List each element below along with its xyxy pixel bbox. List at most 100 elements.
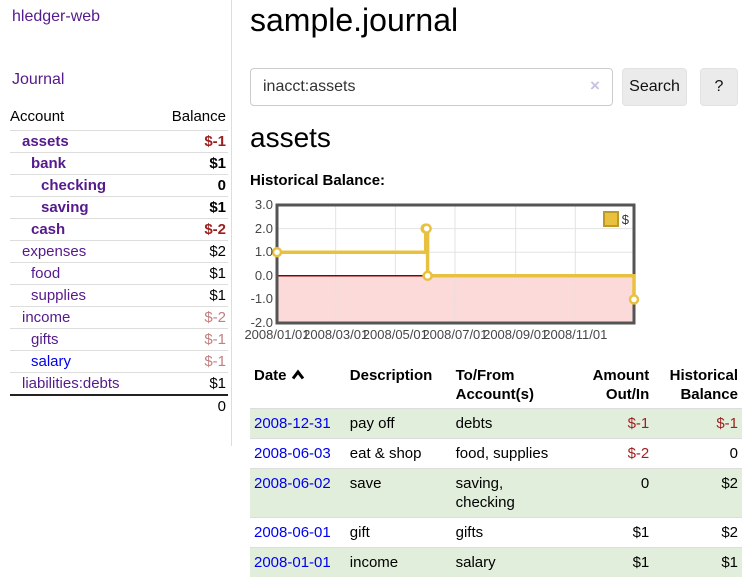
- transaction-date-link[interactable]: 2008-06-02: [254, 475, 331, 492]
- account-balance: $-2: [154, 218, 228, 241]
- y-axis-tick-label: 0.0: [254, 267, 273, 283]
- sidebar-account-link-food[interactable]: food: [31, 265, 61, 282]
- transaction-accounts: saving, checking: [451, 468, 558, 518]
- total-spacer: [10, 394, 155, 417]
- sidebar: hledger-web Journal Account Balance asse…: [0, 0, 232, 446]
- chart-canvas: [271, 203, 640, 325]
- sidebar-account-link-cash[interactable]: cash: [31, 221, 66, 238]
- transaction-date-link[interactable]: 2008-06-01: [254, 524, 331, 541]
- sidebar-account-link-bank[interactable]: bank: [31, 155, 67, 172]
- register-row: 2008-01-01 income salary $1 $1: [250, 547, 742, 577]
- account-balance: $1: [154, 196, 228, 219]
- sort-ascending-icon: [291, 369, 304, 380]
- account-balance: $1: [154, 284, 228, 307]
- account-balance: $-2: [154, 306, 228, 329]
- account-balance: $-1: [154, 350, 228, 373]
- chart-legend: $: [601, 210, 630, 228]
- transaction-accounts: gifts: [451, 517, 558, 548]
- transaction-accounts: salary: [451, 547, 558, 577]
- transaction-date-link[interactable]: 2008-12-31: [254, 415, 331, 432]
- chart-title: Historical Balance:: [250, 172, 386, 189]
- x-axis-tick-label: 2008/03/01: [303, 327, 369, 342]
- y-axis-tick-label: -1.0: [250, 291, 273, 307]
- transaction-amount: 0: [557, 468, 654, 518]
- account-balance: 0: [154, 174, 228, 197]
- column-header-description: Description: [349, 367, 433, 384]
- sidebar-account-link-saving[interactable]: saving: [41, 199, 89, 216]
- account-row: expenses $2: [10, 240, 228, 263]
- register-table: Date Description To/From Account(s) Amou…: [250, 362, 742, 577]
- account-balance: $-1: [154, 328, 228, 351]
- column-header-account: Account: [10, 108, 65, 125]
- account-tree-header: Account Balance: [10, 104, 228, 131]
- legend-swatch-icon: [602, 211, 619, 227]
- register-row: 2008-06-02 save saving, checking 0 $2: [250, 468, 742, 518]
- transaction-amount: $1: [557, 517, 654, 548]
- x-axis-tick-label: 2008/01/01: [244, 327, 310, 342]
- account-row: food $1: [10, 262, 228, 285]
- account-balance: $1: [154, 262, 228, 285]
- x-axis-tick-label: 2008/07/01: [422, 327, 488, 342]
- transaction-description: pay off: [345, 408, 452, 439]
- brand-link[interactable]: hledger-web: [12, 8, 101, 25]
- column-header-historical-balance: Historical Balance: [669, 367, 738, 403]
- transaction-accounts: debts: [451, 408, 558, 439]
- search-form: × Search ?: [250, 68, 742, 106]
- balance-chart: $ 3.0 2.0 1.0 0.0 -1.0 -2.0 2008/01/01 2008/03/…: [244, 197, 742, 348]
- column-header-date[interactable]: Date: [250, 362, 346, 409]
- account-balance: $-1: [154, 130, 228, 153]
- account-row: assets $-1: [10, 130, 228, 153]
- y-axis-tick-label: 2.0: [254, 220, 273, 236]
- transaction-balance: $2: [653, 468, 742, 518]
- column-header-amount: Amount Out/In: [592, 367, 650, 403]
- account-row: supplies $1: [10, 284, 228, 307]
- account-tree: Account Balance assets $-1 bank $1 checking 0…: [10, 104, 228, 417]
- x-axis-tick-label: 2008/09/01: [483, 327, 549, 342]
- y-axis-tick-label: 1.0: [254, 244, 273, 260]
- sidebar-account-link-liabilities-debts[interactable]: liabilities:debts: [22, 375, 120, 392]
- search-button[interactable]: Search: [622, 68, 687, 106]
- transaction-amount: $-1: [557, 408, 654, 439]
- sidebar-account-link-assets[interactable]: assets: [22, 133, 69, 150]
- x-axis-tick-label: 2008/11/01: [543, 327, 608, 342]
- main-content: sample.journal × Search ? assets Histori…: [244, 0, 742, 582]
- transaction-balance: $2: [653, 517, 742, 548]
- sidebar-item-journal[interactable]: Journal: [12, 71, 65, 88]
- account-balance: $2: [154, 240, 228, 263]
- transaction-description: eat & shop: [345, 438, 452, 469]
- account-row: saving $1: [10, 196, 228, 219]
- register-header-row: Date Description To/From Account(s) Amou…: [250, 362, 742, 409]
- total-balance: 0: [154, 394, 228, 417]
- column-header-date-label: Date: [254, 367, 287, 384]
- clear-search-icon[interactable]: ×: [590, 76, 600, 95]
- help-button[interactable]: ?: [700, 68, 738, 106]
- column-header-accounts: To/From Account(s): [455, 367, 534, 403]
- y-axis-tick-label: 3.0: [254, 197, 273, 212]
- account-heading: assets: [250, 122, 331, 153]
- transaction-date-link[interactable]: 2008-01-01: [254, 554, 331, 571]
- account-balance: $1: [154, 152, 228, 175]
- sidebar-account-link-salary[interactable]: salary: [31, 353, 72, 370]
- register-row: 2008-06-01 gift gifts $1 $2: [250, 517, 742, 548]
- account-balance: $1: [154, 372, 228, 395]
- transaction-accounts: food, supplies: [451, 438, 558, 469]
- transaction-description: income: [345, 547, 452, 577]
- account-row: salary $-1: [10, 350, 228, 373]
- account-row: bank $1: [10, 152, 228, 175]
- sidebar-account-link-checking[interactable]: checking: [41, 177, 107, 194]
- column-header-balance: Balance: [171, 108, 226, 125]
- account-row: cash $-2: [10, 218, 228, 241]
- transaction-description: save: [345, 468, 452, 518]
- sidebar-account-link-supplies[interactable]: supplies: [31, 287, 87, 304]
- account-row: checking 0: [10, 174, 228, 197]
- transaction-date-link[interactable]: 2008-06-03: [254, 445, 331, 462]
- sidebar-account-link-gifts[interactable]: gifts: [31, 331, 59, 348]
- sidebar-account-link-expenses[interactable]: expenses: [22, 243, 87, 260]
- transaction-balance: $1: [653, 547, 742, 577]
- page-title: sample.journal: [250, 2, 459, 38]
- transaction-balance: 0: [653, 438, 742, 469]
- search-input[interactable]: [250, 68, 613, 106]
- transaction-amount: $-2: [557, 438, 654, 469]
- x-axis-tick-label: 2008/05/01: [362, 327, 428, 342]
- sidebar-account-link-income[interactable]: income: [22, 309, 71, 326]
